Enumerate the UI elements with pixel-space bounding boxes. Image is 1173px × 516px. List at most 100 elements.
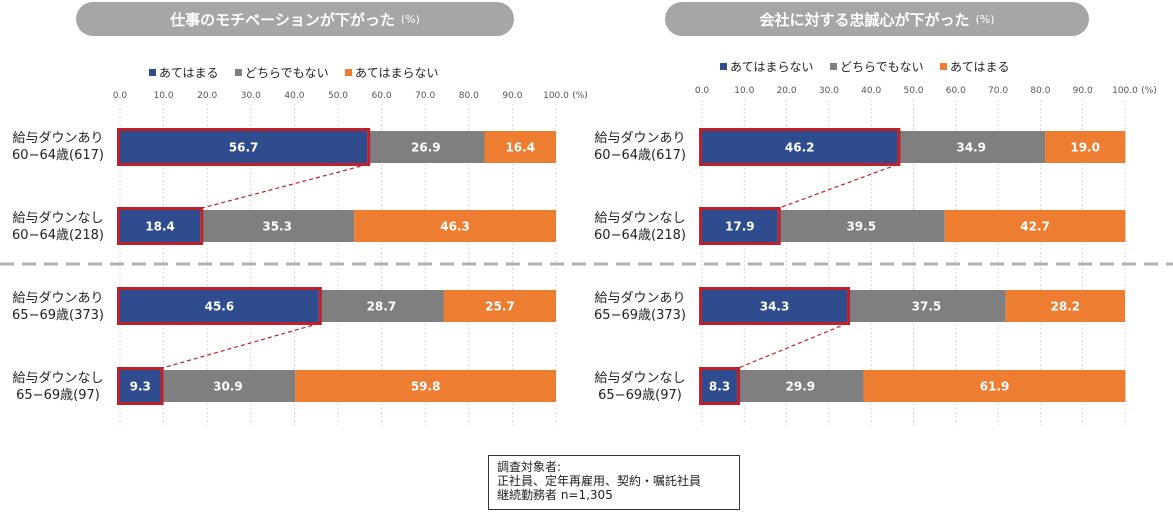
row-label: 給与ダウンなし 65−69歳(97) — [3, 370, 113, 404]
x-tick-label: 50.0 — [903, 86, 923, 96]
x-tick-label: 40.0 — [861, 86, 881, 96]
note-line: 継続勤務者 n=1,305 — [497, 488, 613, 502]
bar-segment — [1045, 131, 1126, 163]
row-label-line1: 給与ダウンあり — [594, 291, 686, 306]
note-line: 正社員、定年再雇用、契約・嘱託社員 — [497, 474, 702, 488]
legend-item: どちらでもない — [235, 64, 329, 81]
bar-segment — [318, 290, 444, 322]
panel-title-text: 仕事のモチベーションが下がった — [170, 10, 395, 29]
highlight-box — [117, 207, 204, 245]
legend-item: あてはまらない — [345, 64, 439, 81]
bar-segment — [120, 210, 201, 242]
bar-segment — [295, 370, 556, 402]
x-tick-label: 70.0 — [415, 91, 435, 101]
bar-segment — [897, 131, 1046, 163]
x-tick-label: 20.0 — [777, 86, 797, 96]
x-tick-label: 60.0 — [946, 86, 966, 96]
legend-item: あてはまる — [149, 64, 219, 81]
row-label-line2: 60−64歳(218) — [12, 228, 104, 243]
legend-swatch-blue — [149, 69, 156, 76]
highlight-box — [699, 128, 901, 166]
row-label-line1: 給与ダウンなし — [594, 211, 686, 226]
x-tick-label: 0.0 — [113, 91, 128, 101]
data-label: 46.2 — [785, 141, 815, 155]
row-label-line2: 65−69歳(97) — [598, 388, 682, 403]
legend-swatch-blue — [720, 63, 727, 70]
legend-label: あてはまる — [950, 60, 1010, 74]
data-label: 9.3 — [130, 380, 151, 394]
highlight-box — [117, 287, 322, 325]
row-label-line2: 60−64歳(617) — [594, 148, 686, 163]
bar-segment — [367, 131, 485, 163]
survey-note-box: 調査対象者: 正社員、定年再雇用、契約・嘱託社員 継続勤務者 n=1,305 — [488, 455, 740, 510]
row-label-line2: 65−69歳(373) — [12, 308, 104, 323]
highlight-box — [117, 367, 164, 405]
row-label: 給与ダウンなし 65−69歳(97) — [585, 370, 695, 404]
x-tick-label: 80.0 — [1030, 86, 1050, 96]
bar-segment — [737, 370, 864, 402]
data-label: 46.3 — [440, 220, 470, 234]
data-label: 8.3 — [709, 380, 730, 394]
bar-segment — [120, 131, 368, 163]
bar-segment — [847, 290, 1006, 322]
legend-swatch-gray — [830, 63, 837, 70]
legend-swatch-gray — [235, 69, 242, 76]
data-label: 28.2 — [1051, 300, 1081, 314]
connector-line — [160, 322, 319, 370]
bar-segment — [777, 210, 945, 242]
row-label-line2: 60−64歳(617) — [12, 148, 104, 163]
bar-segment — [702, 131, 898, 163]
data-label: 34.3 — [760, 300, 790, 314]
bar-segment — [863, 370, 1126, 402]
x-tick-label: 70.0 — [988, 86, 1008, 96]
data-label: 42.7 — [1020, 220, 1050, 234]
legend-label: どちらでもない — [840, 60, 924, 74]
data-label: 59.8 — [411, 380, 441, 394]
row-label-line1: 給与ダウンあり — [12, 131, 104, 146]
row-label: 給与ダウンなし 60−64歳(218) — [585, 210, 695, 244]
x-tick-label: 0.0 — [695, 86, 710, 96]
data-label: 61.9 — [980, 380, 1010, 394]
highlight-box — [699, 367, 741, 405]
x-unit-label: (%) — [1141, 86, 1157, 96]
data-label: 25.7 — [485, 300, 515, 314]
row-label-line1: 給与ダウンなし — [12, 371, 104, 386]
row-label-line2: 65−69歳(97) — [16, 388, 100, 403]
panel-title-unit: (%) — [975, 12, 995, 26]
bar-segment — [120, 290, 319, 322]
row-label-line2: 65−69歳(373) — [594, 308, 686, 323]
legend-label: あてはまらない — [730, 60, 814, 74]
data-label: 19.0 — [1070, 141, 1100, 155]
data-label: 39.5 — [846, 220, 876, 234]
bar-segment — [702, 290, 848, 322]
panel-title-unit: (%) — [400, 12, 420, 26]
bar-segment — [1005, 290, 1125, 322]
x-tick-label: 30.0 — [819, 86, 839, 96]
row-label-line1: 給与ダウンなし — [594, 371, 686, 386]
panel-title-loyalty: 会社に対する忠誠心が下がった (%) — [665, 2, 1089, 36]
legend-label: あてはまらない — [355, 66, 439, 80]
bar-segment — [702, 370, 738, 402]
bar-segment — [120, 370, 161, 402]
x-unit-label: (%) — [572, 91, 588, 101]
x-tick-label: 20.0 — [197, 91, 217, 101]
x-tick-label: 80.0 — [459, 91, 479, 101]
data-label: 30.9 — [213, 380, 243, 394]
data-label: 26.9 — [411, 141, 441, 155]
x-tick-label: 50.0 — [328, 91, 348, 101]
panel-title-motivation: 仕事のモチベーションが下がった (%) — [76, 2, 514, 36]
connector-line — [736, 322, 848, 370]
panel-title-text: 会社に対する忠誠心が下がった — [759, 10, 970, 29]
legend-label: どちらでもない — [245, 66, 329, 80]
row-label: 給与ダウンあり 60−64歳(617) — [585, 130, 695, 164]
data-label: 29.9 — [786, 380, 816, 394]
note-line: 調査対象者: — [497, 460, 562, 474]
data-label: 28.7 — [367, 300, 397, 314]
data-label: 16.4 — [505, 141, 535, 155]
data-label: 34.9 — [956, 141, 986, 155]
x-tick-label: 10.0 — [154, 91, 174, 101]
x-tick-label: 100.0 — [543, 91, 569, 101]
row-label-line1: 給与ダウンなし — [12, 211, 104, 226]
data-label: 18.4 — [145, 220, 175, 234]
